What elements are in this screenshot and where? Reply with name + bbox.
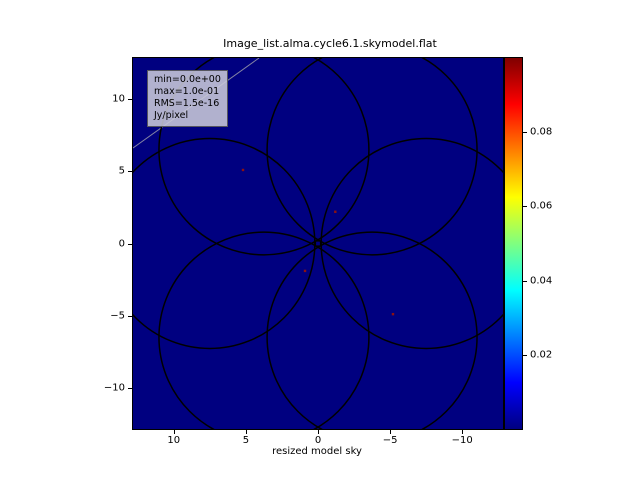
x-tick-label: 5 — [242, 435, 250, 446]
plot-area: min=0.0e+00 max=1.0e-01 RMS=1.5e-16 Jy/p… — [132, 57, 504, 430]
y-tick-label: 10 — [112, 93, 125, 105]
colorbar-tick-label: 0.02 — [530, 349, 553, 361]
point-source-dot — [391, 312, 395, 316]
y-tick-label: −5 — [110, 310, 125, 322]
colorbar-tick-mark — [523, 354, 527, 356]
x-tick-label: 0 — [314, 435, 322, 446]
colorbar-tick-mark — [523, 206, 527, 208]
y-tick-label: −10 — [103, 382, 125, 394]
y-tick-mark — [128, 315, 132, 317]
pointing-circle — [133, 137, 316, 350]
stat-units: Jy/pixel — [154, 110, 189, 121]
x-tick-label: 10 — [167, 435, 181, 446]
y-tick-mark — [128, 387, 132, 389]
x-tick-mark — [173, 430, 175, 434]
point-source-dot — [241, 168, 245, 172]
y-tick-label: 5 — [118, 165, 125, 177]
x-tick-mark — [462, 430, 464, 434]
x-tick-mark — [245, 430, 247, 434]
x-tick-label: −5 — [382, 435, 398, 446]
y-tick-label: 0 — [118, 238, 125, 249]
pointing-circle — [266, 231, 478, 429]
stats-annotation: min=0.0e+00 max=1.0e-01 RMS=1.5e-16 Jy/p… — [147, 70, 228, 127]
colorbar — [504, 57, 523, 430]
x-tick-mark — [390, 430, 392, 434]
y-tick-mark — [128, 243, 132, 245]
pointing-circle — [266, 58, 478, 256]
x-tick-label: −10 — [451, 435, 473, 446]
x-tick-mark — [318, 430, 319, 434]
x-axis-label: resized model sky — [272, 446, 362, 457]
stat-max: max=1.0e-01 — [154, 86, 220, 97]
colorbar-tick-label: 0.08 — [530, 126, 553, 138]
stat-rms: RMS=1.5e-16 — [154, 98, 220, 109]
colorbar-tick-mark — [523, 280, 527, 282]
colorbar-tick-mark — [523, 132, 527, 134]
colorbar-tick-label: 0.04 — [530, 275, 553, 287]
pointing-circle — [158, 231, 370, 429]
pointing-circle — [320, 137, 503, 350]
y-tick-mark — [128, 171, 132, 173]
plot-title: Image_list.alma.cycle6.1.skymodel.flat — [223, 37, 437, 50]
colorbar-tick-label: 0.06 — [530, 200, 553, 212]
stat-min: min=0.0e+00 — [154, 74, 221, 85]
pointing-circle — [158, 58, 370, 256]
y-tick-mark — [128, 99, 132, 101]
point-source-dot — [303, 269, 307, 273]
point-source-dot — [334, 210, 337, 213]
center-source-marker — [314, 240, 322, 247]
